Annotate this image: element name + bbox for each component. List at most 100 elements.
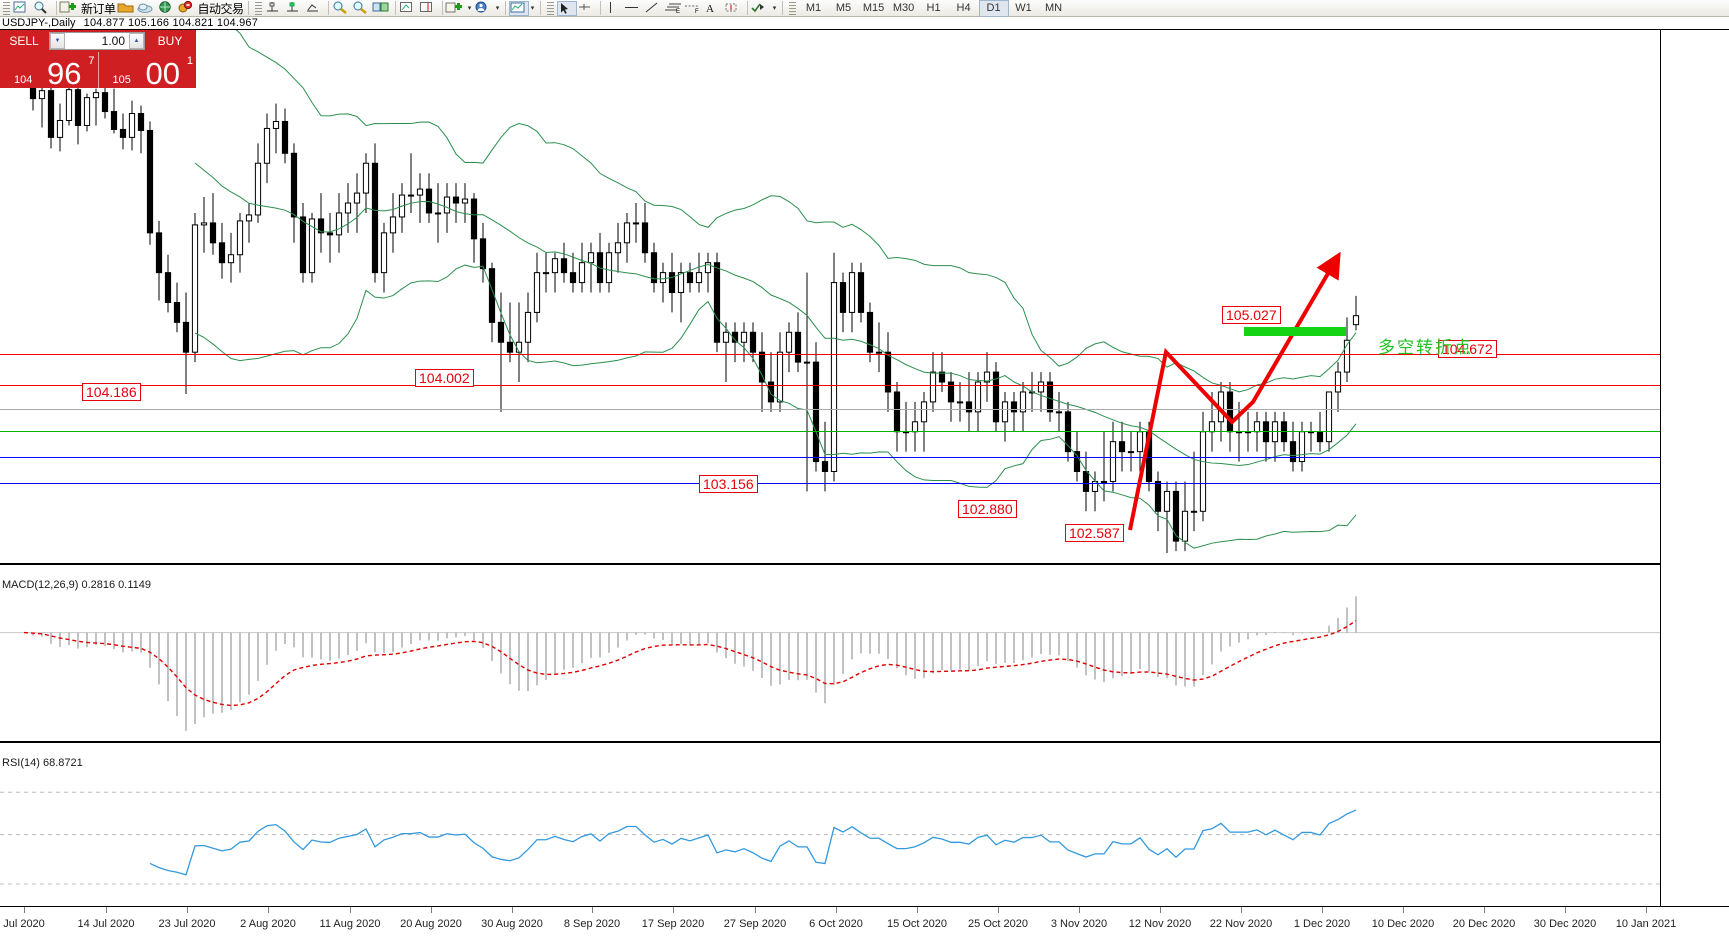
time-axis-label: 10 Jan 2021: [1615, 918, 1677, 930]
one-click-trading-panel[interactable]: SELL ▼ 1.00 ▲ BUY 104 96 7 105 00 1: [0, 30, 197, 89]
timeframe-button-m5[interactable]: M5: [835, 1, 852, 14]
price-label-box: 105.027: [1222, 306, 1281, 324]
profile-icon[interactable]: [474, 1, 494, 16]
candle: [416, 173, 424, 223]
template-icon[interactable]: [508, 0, 529, 16]
candle: [749, 322, 757, 363]
crosshair-icon[interactable]: [265, 1, 285, 16]
grid-icon[interactable]: [399, 1, 419, 16]
candle: [1325, 391, 1333, 452]
candle: [965, 372, 973, 432]
globe-icon[interactable]: [157, 0, 177, 16]
new-order-icon[interactable]: [59, 1, 80, 16]
hline-icon[interactable]: [624, 1, 644, 16]
buy-price-fraction: 1: [186, 55, 193, 67]
candle: [362, 153, 370, 213]
cursor-icon[interactable]: [556, 0, 577, 16]
fibo-icon[interactable]: E: [664, 1, 684, 16]
toolbar-grip[interactable]: [788, 1, 796, 15]
sell-button[interactable]: SELL: [9, 34, 39, 48]
buy-button[interactable]: BUY: [157, 34, 183, 48]
timeframe-button-h1[interactable]: H1: [926, 1, 941, 14]
toolbar-separator: [504, 1, 506, 15]
time-tick: [836, 907, 837, 913]
chart-container[interactable]: 104.186 104.002 103.156 102.880 102.587 104.6…: [0, 30, 1729, 936]
candle: [182, 292, 190, 394]
symbol-period-label: USDJPY-,Daily: [2, 17, 76, 29]
time-tick: [1484, 907, 1485, 913]
candle: [506, 302, 514, 363]
new-order-label[interactable]: 新订单: [81, 1, 116, 16]
candle: [200, 197, 208, 253]
price-scale[interactable]: 107.840107.510107.170106.840106.500106.1…: [1660, 30, 1729, 906]
candle: [614, 222, 622, 273]
time-axis-label: 3 Nov 2020: [1050, 918, 1108, 930]
toolbar-grip[interactable]: [546, 1, 554, 15]
candle: [713, 252, 721, 353]
zoom-out-icon[interactable]: [352, 1, 372, 16]
rsi-panel[interactable]: RSI(14) 68.8721: [0, 755, 1660, 906]
price-label-box: 102.587: [1065, 524, 1124, 542]
objects-icon[interactable]: [750, 1, 771, 16]
level-line-105.114: [0, 385, 1660, 386]
time-scale[interactable]: Jul 2020 14 Jul 2020 23 Jul 2020 2 Aug 2020…: [0, 906, 1729, 936]
toolbar-separator: [441, 1, 443, 15]
cloud-icon[interactable]: [137, 1, 157, 16]
toolbar-grip[interactable]: [3, 1, 10, 15]
bar-chart-icon[interactable]: [305, 1, 325, 16]
timeframe-button-w1[interactable]: W1: [1015, 1, 1032, 14]
chevron-down-icon[interactable]: ▾: [772, 5, 777, 12]
buy-quote[interactable]: 105 00 1: [97, 52, 197, 89]
candle: [1289, 421, 1297, 472]
chevron-down-icon[interactable]: ▾: [495, 5, 500, 12]
volume-stepper[interactable]: ▼ 1.00 ▲: [49, 32, 145, 50]
time-axis-label: 17 Sep 2020: [641, 918, 705, 930]
folder-icon[interactable]: [117, 1, 137, 16]
candle: [866, 302, 874, 363]
toolbar-separator: [746, 1, 748, 15]
candle: [209, 193, 217, 255]
indicator-add-icon[interactable]: [445, 1, 466, 16]
trendline-icon[interactable]: [644, 1, 664, 16]
zoom-in-icon[interactable]: [332, 1, 352, 16]
text-icon[interactable]: A: [704, 1, 724, 16]
candle: [551, 252, 559, 293]
autotrading-icon[interactable]: [177, 0, 197, 16]
sell-quote[interactable]: 104 96 7: [0, 52, 98, 89]
macd-panel[interactable]: MACD(12,26,9) 0.2816 0.1149: [0, 577, 1660, 740]
candle: [83, 93, 91, 132]
candle: [821, 421, 829, 492]
period-separator-icon[interactable]: [419, 1, 439, 16]
label-icon[interactable]: [724, 1, 744, 16]
candle: [335, 193, 343, 253]
new-chart-icon[interactable]: [13, 1, 33, 16]
candle: [110, 88, 118, 134]
window-tile-icon[interactable]: [372, 1, 392, 16]
timeframe-button-m15[interactable]: M15: [862, 1, 885, 14]
time-axis-label: 22 Nov 2020: [1209, 918, 1273, 930]
toolbar-grip[interactable]: [254, 1, 262, 15]
timeframe-button-m1[interactable]: M1: [805, 1, 822, 14]
chevron-down-icon[interactable]: ▾: [467, 5, 472, 12]
volume-increment-icon[interactable]: ▲: [129, 33, 144, 49]
zoom-icon[interactable]: [33, 1, 53, 16]
candle: [776, 332, 784, 412]
crosshair-green-icon[interactable]: [285, 1, 305, 16]
volume-input[interactable]: 1.00: [101, 34, 125, 48]
timeframe-button-d1[interactable]: D1: [978, 0, 1009, 17]
timeframe-button-h4[interactable]: H4: [956, 1, 971, 14]
chart-titlebar: USDJPY-,Daily 104.877 105.166 104.821 10…: [0, 17, 1729, 30]
timeframe-button-m30[interactable]: M30: [892, 1, 915, 14]
crosshair-tool-icon[interactable]: [577, 1, 597, 16]
channel-icon[interactable]: F: [684, 1, 704, 16]
timeframe-button-mn[interactable]: MN: [1044, 1, 1063, 14]
autotrading-label[interactable]: 自动交易: [197, 1, 245, 16]
volume-decrement-icon[interactable]: ▼: [50, 33, 65, 49]
level-line-104.967: [0, 409, 1660, 410]
candle: [1172, 481, 1180, 552]
vline-icon[interactable]: [604, 1, 624, 16]
chevron-down-icon[interactable]: ▾: [530, 5, 535, 12]
candle: [785, 322, 793, 373]
candle: [380, 222, 388, 293]
price-panel[interactable]: 104.186 104.002 103.156 102.880 102.587 104.6…: [0, 30, 1660, 563]
